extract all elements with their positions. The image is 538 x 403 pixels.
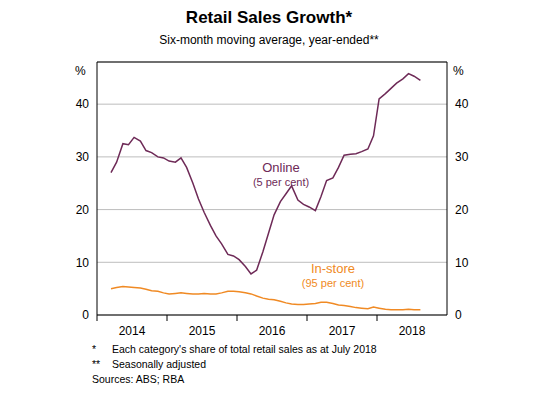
html-text:Sources: ABS; RBA: Sources: ABS; RBA: [92, 373, 185, 385]
html-text:(5 per cent): (5 per cent): [252, 176, 310, 188]
html-text:In-store: In-store: [311, 261, 355, 276]
svg-text:2018: 2018: [399, 324, 426, 338]
html-text:Six-month moving average, year: Six-month moving average, year-ended**: [159, 33, 379, 47]
svg-text:10: 10: [455, 256, 469, 270]
svg-text:20: 20: [76, 203, 90, 217]
svg-text:0: 0: [455, 308, 462, 322]
svg-text:30: 30: [76, 150, 90, 164]
svg-text:2017: 2017: [329, 324, 356, 338]
svg-text:40: 40: [76, 97, 90, 111]
svg-text:2015: 2015: [189, 324, 216, 338]
svg-text:20: 20: [455, 203, 469, 217]
svg-text:10: 10: [76, 256, 90, 270]
svg-text:2016: 2016: [259, 324, 286, 338]
svg-text:0: 0: [82, 308, 89, 322]
html-text:(95 per cent): (95 per cent): [301, 277, 365, 289]
svg-text:2014: 2014: [119, 324, 146, 338]
svg-text:30: 30: [455, 150, 469, 164]
svg-text:40: 40: [455, 97, 469, 111]
html-text:Each category's share of total: Each category's share of total retail sa…: [112, 343, 377, 355]
html-text:Seasonally adjusted: Seasonally adjusted: [112, 358, 206, 370]
html-text:Online: Online: [262, 160, 300, 175]
html-text:Retail Sales Growth*: Retail Sales Growth*: [185, 8, 353, 27]
